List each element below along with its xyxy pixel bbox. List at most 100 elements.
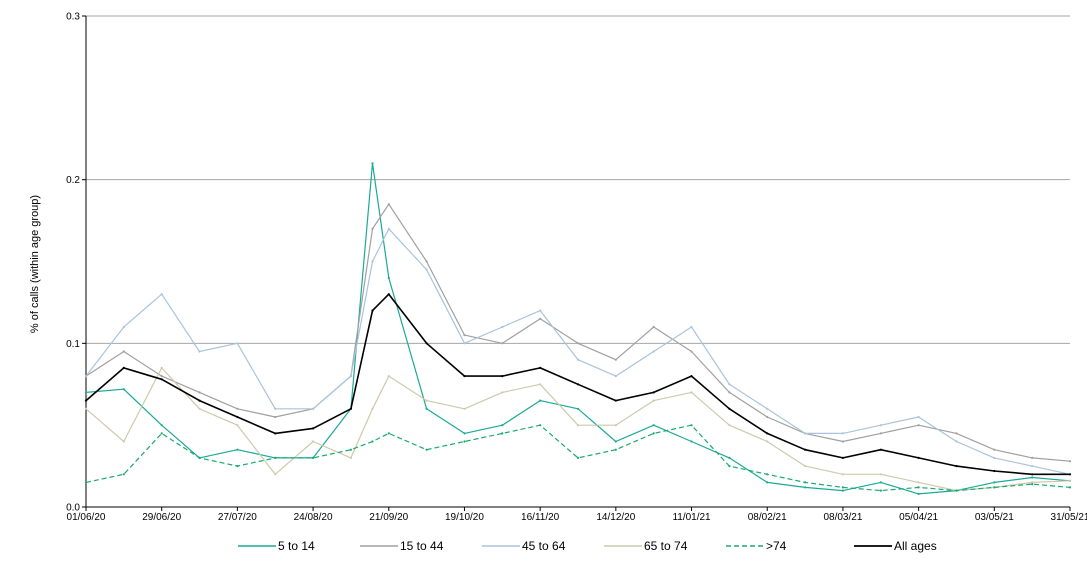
data-point — [387, 293, 390, 296]
data-point — [349, 407, 352, 410]
data-point — [728, 407, 731, 410]
data-point — [766, 473, 769, 476]
data-point — [236, 407, 239, 410]
legend-label-74: >74 — [766, 539, 787, 553]
data-point — [766, 432, 769, 435]
data-point — [501, 325, 504, 329]
data-point — [539, 366, 542, 369]
data-point — [614, 399, 617, 402]
data-point — [652, 325, 655, 329]
data-point — [804, 465, 807, 468]
data-point — [917, 492, 920, 495]
data-point — [614, 375, 617, 378]
data-point — [387, 432, 390, 435]
data-point — [425, 342, 428, 345]
data-point — [879, 432, 882, 435]
x-tick-labels: 01/06/20 29/06/20 27/07/20 24/08/20 21/09/20… — [67, 507, 1087, 523]
data-point — [122, 473, 125, 476]
data-point — [728, 391, 731, 394]
data-point — [198, 350, 201, 353]
data-point — [1068, 473, 1072, 476]
data-point — [539, 399, 542, 402]
x-tick-label: 29/06/20 — [142, 512, 181, 523]
data-point — [955, 440, 958, 443]
data-point — [198, 407, 201, 410]
data-point — [501, 424, 504, 427]
data-point — [1031, 456, 1034, 459]
x-tick-label: 16/11/20 — [521, 512, 560, 523]
y-tick-label: 0.0 — [66, 503, 80, 514]
data-point — [371, 260, 374, 263]
data-point — [425, 448, 428, 451]
data-point — [766, 440, 769, 443]
data-point — [371, 440, 374, 443]
data-point — [501, 391, 504, 394]
legend-label-65-to-74: 65 to 74 — [644, 539, 688, 553]
data-point — [690, 325, 693, 329]
data-point — [236, 424, 239, 427]
y-tick-labels: 0.0 0.1 0.2 0.3 — [66, 12, 86, 514]
data-point — [652, 399, 655, 402]
legend-label-45-to-64: 45 to 64 — [522, 539, 566, 553]
data-point — [198, 391, 201, 394]
data-point — [84, 407, 88, 410]
data-point — [122, 440, 125, 443]
x-tick-label: 01/06/20 — [67, 512, 106, 523]
data-point — [576, 456, 580, 459]
data-point — [652, 391, 655, 394]
data-point — [917, 456, 920, 459]
data-point — [160, 293, 163, 296]
data-point — [312, 427, 315, 430]
data-point — [993, 448, 996, 451]
data-point — [879, 448, 882, 451]
data-point — [1031, 481, 1034, 484]
series-lines — [84, 162, 1072, 495]
data-point — [349, 448, 352, 451]
data-point — [274, 473, 277, 476]
y-tick-label: 0.1 — [66, 339, 80, 350]
data-point — [84, 399, 88, 402]
data-point — [539, 309, 542, 312]
x-tick-label: 03/05/21 — [975, 512, 1014, 523]
series-line-74 — [85, 424, 1071, 492]
data-point — [501, 375, 504, 378]
data-point — [1068, 479, 1072, 482]
data-point — [463, 440, 466, 443]
data-point — [463, 375, 466, 378]
data-point — [955, 465, 958, 468]
data-point — [728, 465, 731, 468]
data-point — [728, 424, 731, 427]
data-point — [728, 383, 731, 386]
data-point — [576, 342, 580, 345]
data-point — [652, 432, 655, 435]
data-point — [122, 350, 125, 353]
data-point — [463, 432, 466, 435]
data-point — [841, 456, 845, 459]
series-45-to-64 — [84, 227, 1072, 476]
data-point — [766, 415, 769, 419]
data-point — [993, 481, 996, 484]
x-tick-label: 11/01/21 — [672, 512, 711, 523]
data-point — [236, 415, 239, 419]
data-point — [160, 375, 163, 378]
data-point — [614, 424, 617, 427]
series-line-15-to-44 — [85, 203, 1071, 462]
data-point — [804, 481, 807, 484]
series-line-65-to-74 — [85, 367, 1071, 492]
data-point — [1031, 465, 1034, 468]
y-tick-label: 0.2 — [66, 175, 80, 186]
data-point — [160, 432, 163, 435]
data-point — [274, 415, 277, 419]
data-point — [841, 473, 845, 476]
x-tick-label: 24/08/20 — [294, 512, 333, 523]
data-point — [652, 350, 655, 353]
x-tick-label: 08/03/21 — [823, 512, 862, 523]
data-point — [917, 415, 920, 419]
data-point — [576, 424, 580, 427]
x-tick-label: 27/07/20 — [218, 512, 257, 523]
data-point — [198, 456, 201, 459]
data-point — [236, 448, 239, 451]
data-point — [841, 489, 845, 492]
data-point — [501, 432, 504, 435]
data-point — [917, 424, 920, 427]
